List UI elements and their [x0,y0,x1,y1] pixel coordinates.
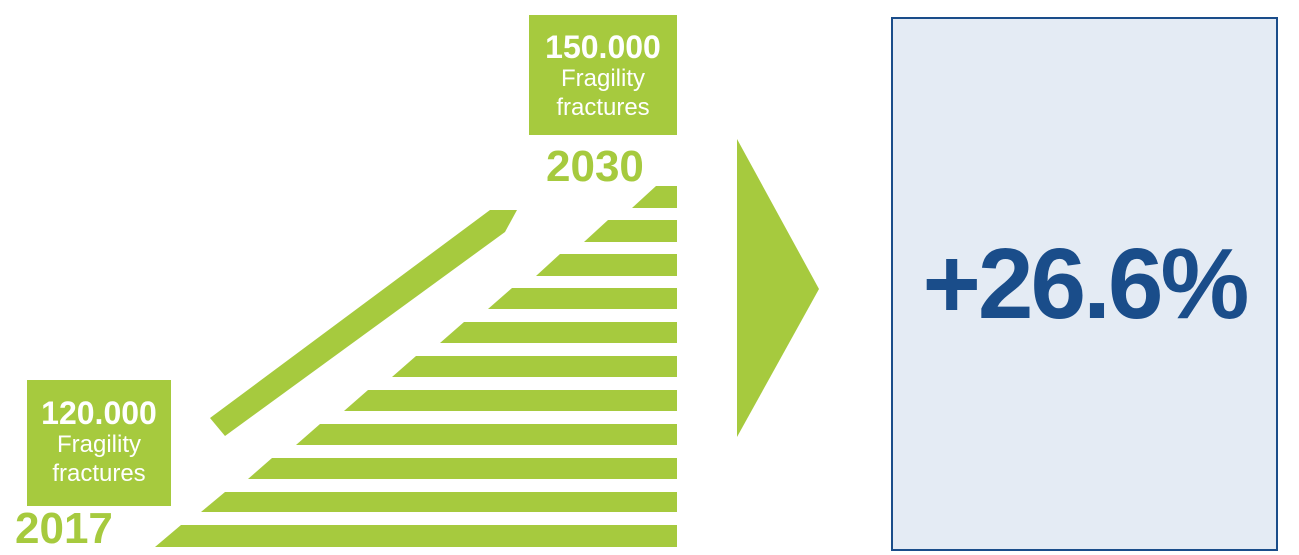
result-panel: +26.6% [891,17,1278,551]
stripe-6 [392,356,677,377]
stripe-3 [248,458,677,479]
percent-change: +26.6% [922,228,1250,340]
start-description-line2: fractures [52,460,146,487]
start-year: 2017 [15,504,113,553]
stripe-11 [632,186,677,208]
stripe-1 [155,525,677,547]
end-value-box: 150.000 Fragility fractures [529,15,677,135]
stripe-10 [584,220,677,242]
start-value-box: 120.000 Fragility fractures [27,380,171,506]
stripe-2 [201,492,677,512]
start-description-line1: Fragility [56,431,141,458]
stripe-7 [440,322,677,343]
end-year: 2030 [546,142,644,191]
end-count: 150.000 [545,29,661,65]
end-description-line2: fractures [556,94,650,121]
diagonal-arrow-icon [210,210,517,436]
stripe-5 [344,390,677,411]
stripe-4 [296,424,677,445]
stripe-8 [488,288,677,309]
right-triangle-arrow-icon [737,139,819,437]
start-count: 120.000 [41,395,157,431]
stripe-9 [536,254,677,276]
end-description-line1: Fragility [560,65,645,92]
